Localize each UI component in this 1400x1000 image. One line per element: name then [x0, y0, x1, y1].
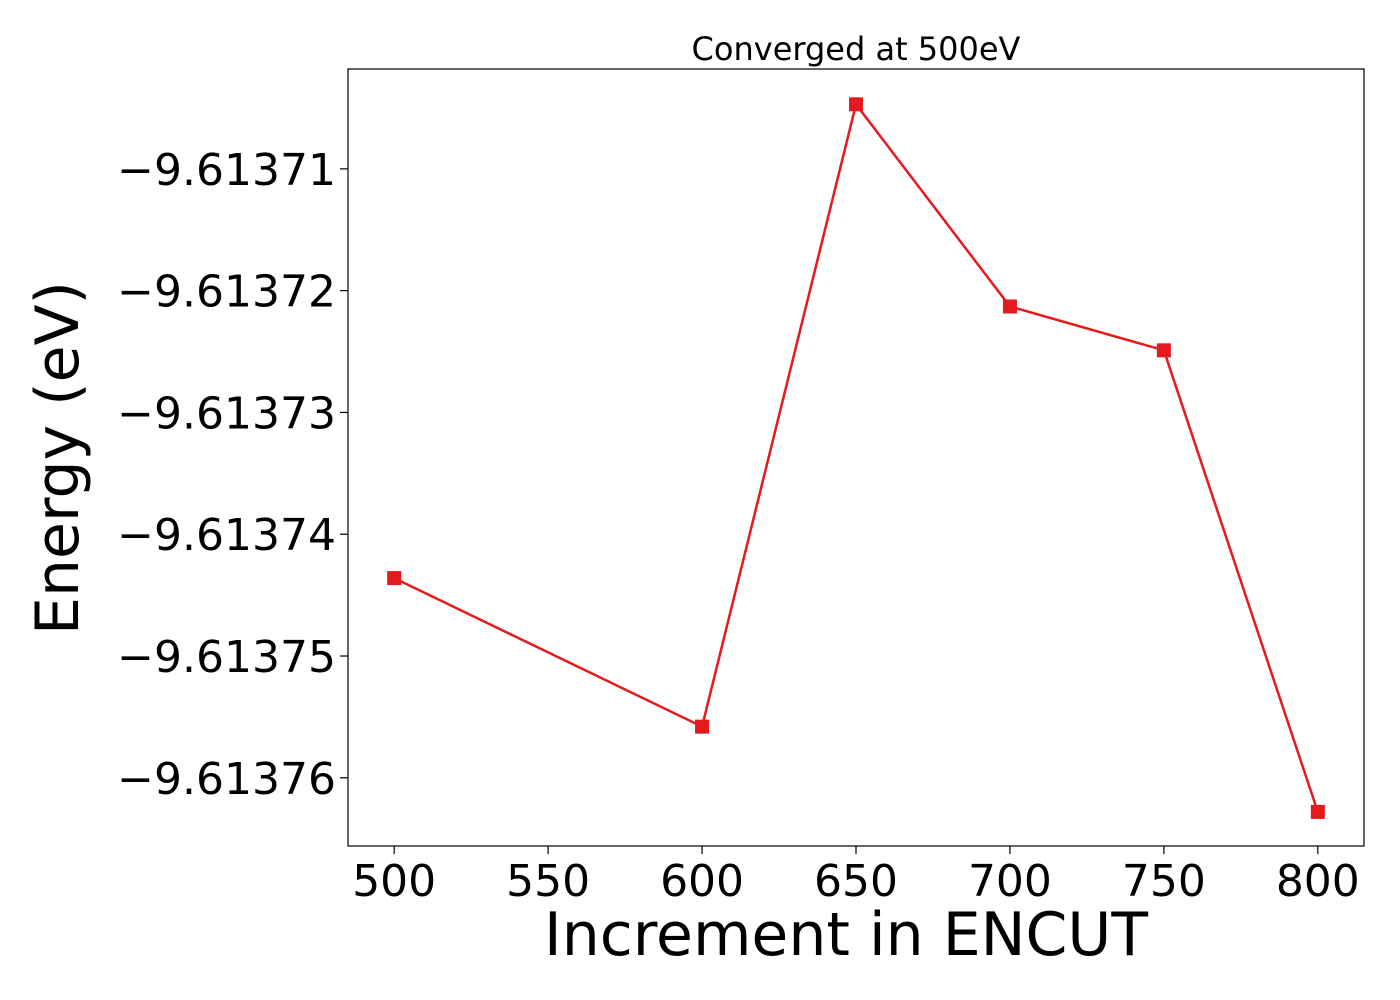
series-layer: [387, 97, 1325, 819]
x-axis: 500 550 600 650 700 750 800: [352, 846, 1360, 907]
y-axis: −9.61371 −9.61372 −9.61373 −9.61374 −9.61375…: [117, 145, 348, 805]
x-axis-label: Increment in ENCUT: [544, 900, 1148, 970]
x-tick-label: 800: [1276, 856, 1360, 907]
plot-area: [347, 68, 1365, 847]
data-point: [849, 97, 863, 112]
x-tick-label: 600: [660, 856, 744, 907]
x-tick-label: 550: [506, 856, 590, 907]
data-point: [695, 719, 710, 734]
x-tick-label: 650: [814, 856, 898, 907]
y-tick-label: −9.61375: [117, 632, 336, 683]
x-tick-label: 500: [352, 856, 436, 907]
y-tick-label: −9.61371: [117, 145, 336, 196]
data-point: [1310, 804, 1325, 819]
x-tick-label: 700: [968, 856, 1052, 907]
data-point: [1002, 299, 1017, 314]
y-axis-label: Energy (eV): [23, 281, 93, 635]
y-tick-label: −9.61376: [117, 754, 336, 805]
y-tick-label: −9.61373: [117, 388, 336, 439]
data-point: [387, 571, 402, 586]
data-point: [1156, 343, 1171, 358]
chart-title: Converged at 500eV: [692, 30, 1021, 68]
y-tick-label: −9.61372: [117, 267, 336, 318]
x-tick-label: 750: [1122, 856, 1206, 907]
y-tick-label: −9.61374: [117, 510, 336, 561]
series-line: [393, 103, 1320, 813]
